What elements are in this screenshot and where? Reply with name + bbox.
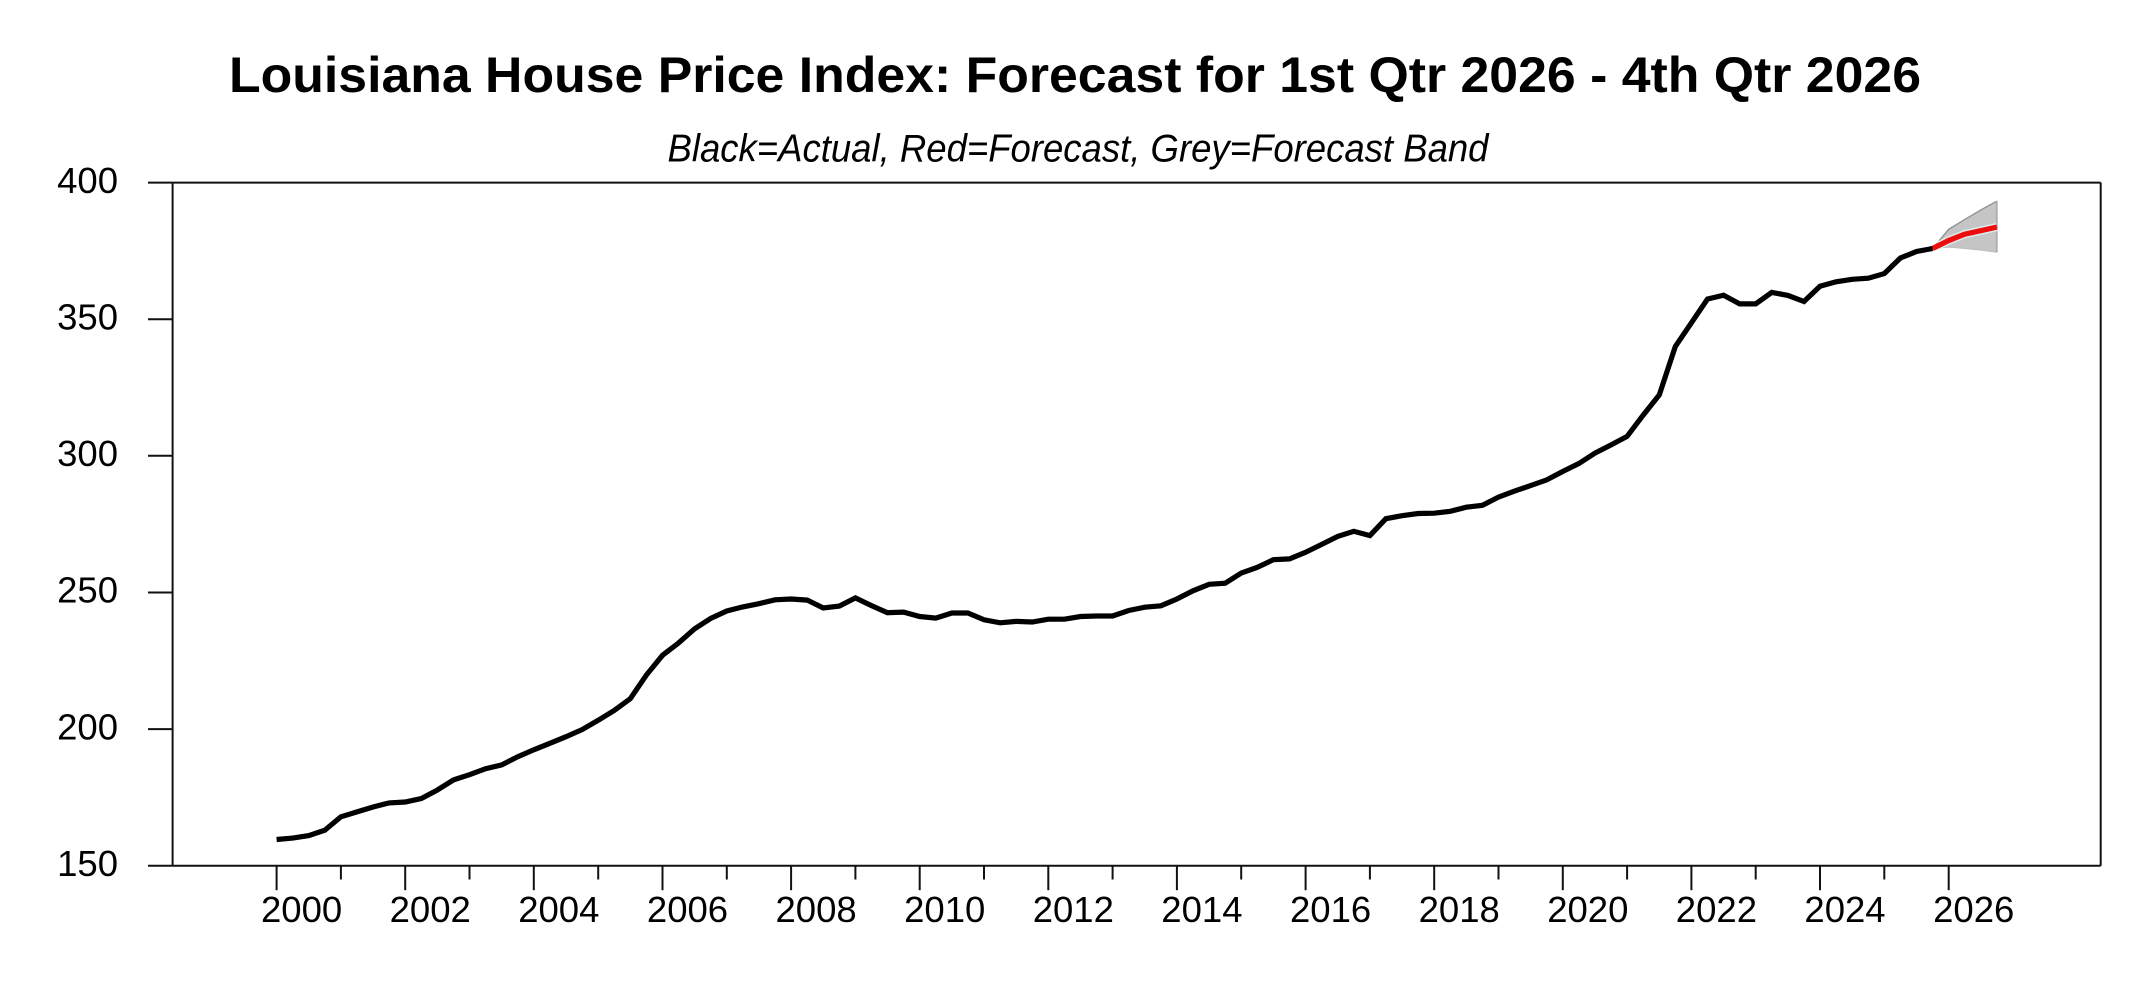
svg-text:2008: 2008 (775, 889, 856, 930)
svg-text:Louisiana House Price Index: F: Louisiana House Price Index: Forecast fo… (229, 47, 1921, 103)
svg-text:2016: 2016 (1290, 889, 1371, 930)
svg-text:2014: 2014 (1161, 889, 1242, 930)
svg-text:250: 250 (57, 570, 118, 611)
svg-text:2018: 2018 (1419, 889, 1500, 930)
svg-text:200: 200 (57, 706, 118, 747)
svg-text:2026: 2026 (1933, 889, 2014, 930)
svg-text:350: 350 (57, 296, 118, 337)
svg-text:Black=Actual, Red=Forecast, Gr: Black=Actual, Red=Forecast, Grey=Forecas… (668, 128, 1490, 171)
svg-text:400: 400 (57, 160, 118, 201)
svg-text:2010: 2010 (904, 889, 985, 930)
svg-text:2024: 2024 (1804, 889, 1885, 930)
svg-text:150: 150 (57, 843, 118, 884)
svg-text:2004: 2004 (518, 889, 599, 930)
svg-text:2000: 2000 (261, 889, 342, 930)
svg-text:2006: 2006 (647, 889, 728, 930)
svg-text:2002: 2002 (390, 889, 471, 930)
svg-text:2020: 2020 (1547, 889, 1628, 930)
svg-text:300: 300 (57, 433, 118, 474)
svg-text:2022: 2022 (1676, 889, 1757, 930)
svg-text:2012: 2012 (1033, 889, 1114, 930)
